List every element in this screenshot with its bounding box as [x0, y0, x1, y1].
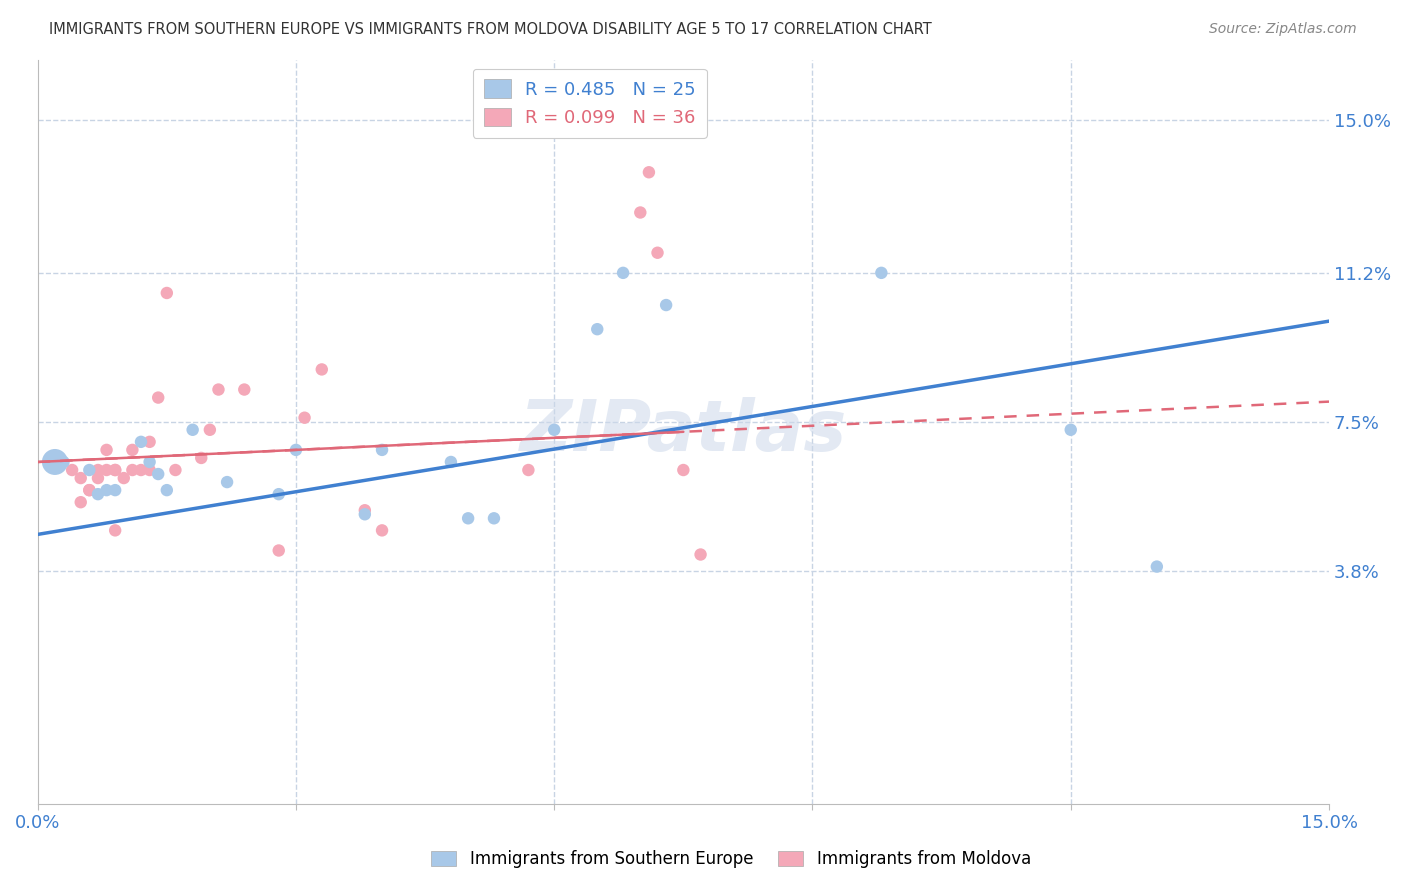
Point	[52, 455, 75, 469]
Point	[482, 511, 505, 525]
Point	[79, 483, 101, 497]
Point	[294, 410, 316, 425]
Point	[96, 483, 118, 497]
Point	[311, 362, 333, 376]
Point	[121, 463, 143, 477]
Point	[207, 383, 229, 397]
Point	[79, 483, 101, 497]
Point	[156, 483, 179, 497]
Point	[104, 483, 127, 497]
Point	[233, 383, 256, 397]
Point	[129, 434, 152, 449]
Point	[440, 455, 463, 469]
Point	[104, 463, 127, 477]
Point	[44, 455, 66, 469]
Point	[371, 524, 394, 538]
Point	[138, 455, 160, 469]
Point	[284, 442, 307, 457]
Point	[138, 434, 160, 449]
Point	[129, 463, 152, 477]
Legend: Immigrants from Southern Europe, Immigrants from Moldova: Immigrants from Southern Europe, Immigra…	[425, 844, 1038, 875]
Point	[112, 471, 135, 485]
Point	[87, 471, 110, 485]
Point	[267, 543, 290, 558]
Point	[628, 205, 651, 219]
Text: ZIPatlas: ZIPatlas	[520, 397, 846, 467]
Point	[638, 165, 661, 179]
Point	[148, 467, 170, 481]
Point	[353, 508, 375, 522]
Point	[190, 450, 212, 465]
Point	[371, 442, 394, 457]
Point	[87, 463, 110, 477]
Point	[353, 503, 375, 517]
Point	[672, 463, 695, 477]
Point	[96, 442, 118, 457]
Point	[148, 391, 170, 405]
Point	[79, 463, 101, 477]
Point	[121, 442, 143, 457]
Point	[181, 423, 204, 437]
Point	[138, 463, 160, 477]
Point	[96, 463, 118, 477]
Text: IMMIGRANTS FROM SOUTHERN EUROPE VS IMMIGRANTS FROM MOLDOVA DISABILITY AGE 5 TO 1: IMMIGRANTS FROM SOUTHERN EUROPE VS IMMIG…	[49, 22, 932, 37]
Point	[267, 487, 290, 501]
Point	[870, 266, 893, 280]
Point	[198, 423, 221, 437]
Point	[689, 548, 711, 562]
Point	[104, 524, 127, 538]
Point	[69, 495, 91, 509]
Point	[165, 463, 187, 477]
Point	[217, 475, 239, 489]
Point	[647, 245, 669, 260]
Point	[69, 471, 91, 485]
Point	[586, 322, 609, 336]
Point	[517, 463, 540, 477]
Text: Source: ZipAtlas.com: Source: ZipAtlas.com	[1209, 22, 1357, 37]
Point	[87, 487, 110, 501]
Point	[1060, 423, 1083, 437]
Point	[60, 463, 83, 477]
Point	[612, 266, 634, 280]
Legend: R = 0.485   N = 25, R = 0.099   N = 36: R = 0.485 N = 25, R = 0.099 N = 36	[472, 69, 707, 138]
Point	[655, 298, 678, 312]
Point	[156, 285, 179, 300]
Point	[104, 463, 127, 477]
Point	[1146, 559, 1168, 574]
Point	[457, 511, 479, 525]
Point	[543, 423, 565, 437]
